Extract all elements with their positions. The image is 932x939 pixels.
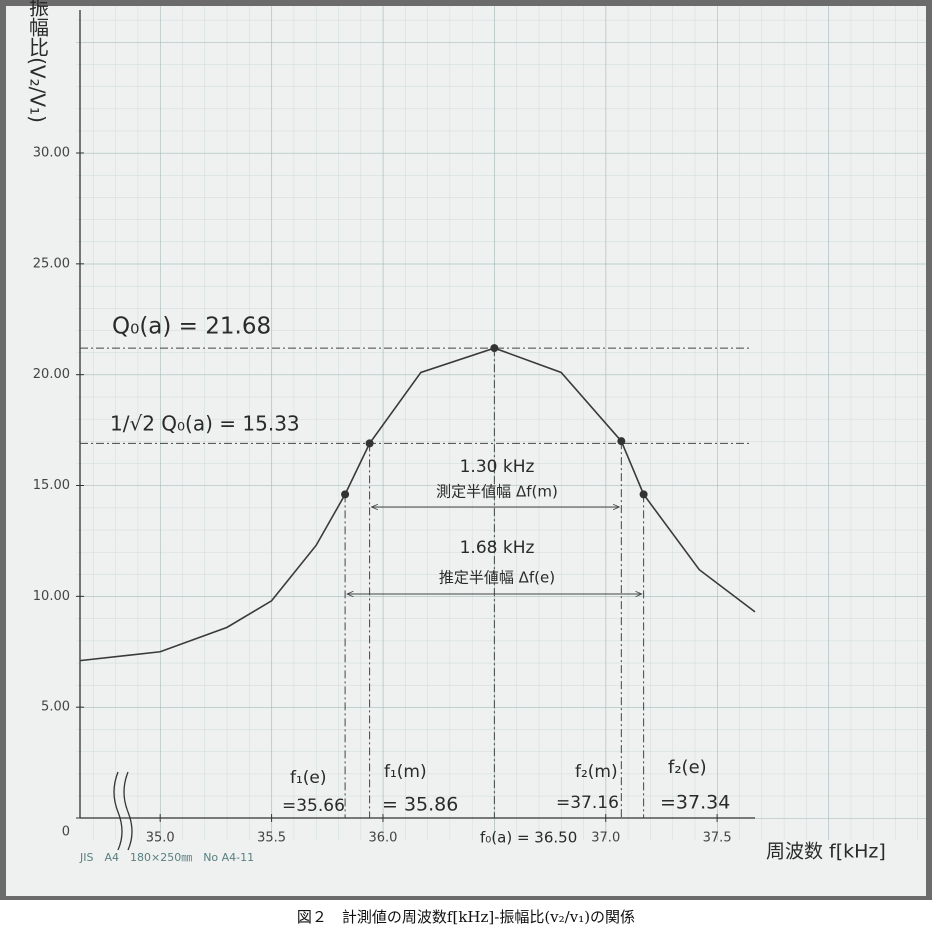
plot: 0 5.00 10.00 15.00 20.00 25.00 30.00 35.0 35.5 36… <box>33 10 756 846</box>
y-tick-label: 20.00 <box>33 367 70 382</box>
y-tick-label: 0 <box>62 825 70 840</box>
annotation-dfe-value: 1.68 kHz <box>460 538 535 558</box>
annotation-f1m-value: = 35.86 <box>382 794 458 816</box>
annotation-dfm-value: 1.30 kHz <box>460 457 535 477</box>
x-tick-label: 37.0 <box>591 831 620 846</box>
x-tick-label: 35.0 <box>146 831 175 846</box>
data-point <box>341 490 350 499</box>
data-point <box>365 439 374 448</box>
annotation-f2e: f₂(e) <box>668 757 707 778</box>
data-line <box>79 347 756 662</box>
annotation-dfm-label: 測定半値幅 Δf(m) <box>436 483 558 501</box>
caption: 図２ 計測値の周波数f[kHz]-振幅比(v₂/v₁)の関係 <box>297 908 635 926</box>
y-tick-label: 15.00 <box>33 478 70 493</box>
annotation-f2e-value: =37.34 <box>660 792 730 814</box>
x-tick-label: 35.5 <box>257 831 286 846</box>
annotation-q0: Q₀(a) = 21.68 <box>112 314 271 340</box>
annotation-f1m: f₁(m) <box>384 762 427 782</box>
data-point <box>639 490 648 499</box>
y-tick-label: 25.00 <box>33 256 70 271</box>
y-tick-label: 30.00 <box>33 146 70 161</box>
data-point <box>617 437 626 446</box>
annotation-dfe-label: 推定半値幅 Δf(e) <box>439 569 555 587</box>
graph-paper-major <box>76 6 926 840</box>
x-tick-label: 36.0 <box>368 831 397 846</box>
annotation-f1e-value: =35.66 <box>282 796 345 816</box>
x-tick-label: 37.5 <box>703 831 732 846</box>
y-axis-label: 振幅比(V₂/V₁) <box>26 0 50 123</box>
y-tick-label: 5.00 <box>41 700 70 715</box>
paper-note: JIS A4 180×250㎜ No A4-11 <box>79 851 254 864</box>
annotation-f1e: f₁(e) <box>290 768 327 788</box>
annotation-f2m: f₂(m) <box>575 762 618 782</box>
annotation-f0: f₀(a) = 36.50 <box>480 829 577 847</box>
y-tick-label: 10.00 <box>33 589 70 604</box>
annotation-q0-half: 1/√2 Q₀(a) = 15.33 <box>110 412 300 436</box>
x-axis-label: 周波数 f[kHz] <box>766 841 886 863</box>
data-point <box>490 344 499 353</box>
axis-break <box>113 771 133 851</box>
annotation-f2m-value: =37.16 <box>556 793 619 813</box>
